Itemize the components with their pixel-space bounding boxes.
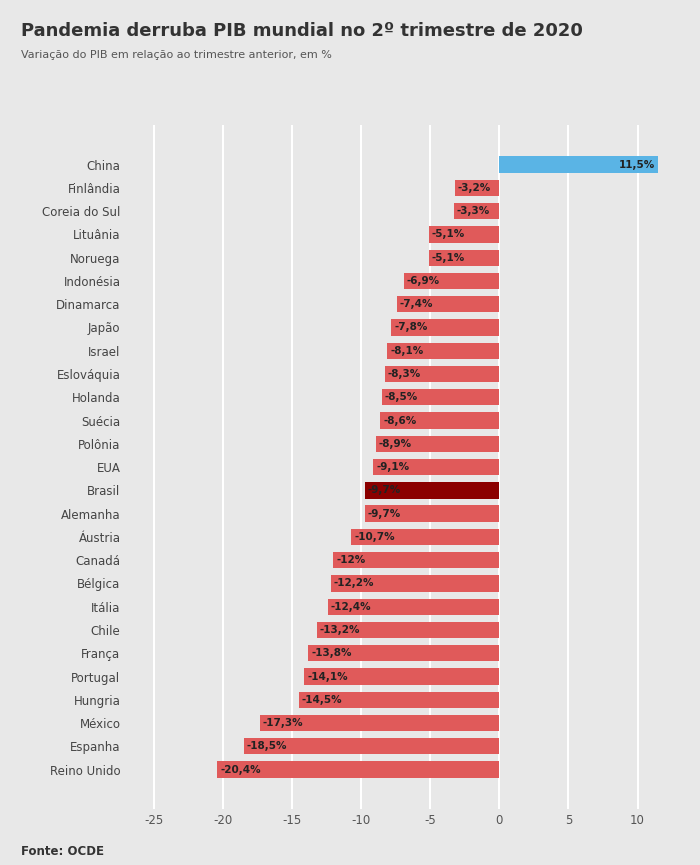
Text: -12%: -12% bbox=[336, 555, 365, 565]
Text: 11,5%: 11,5% bbox=[620, 160, 655, 170]
Bar bbox=[455, 180, 499, 196]
Bar bbox=[429, 250, 499, 266]
Text: -8,6%: -8,6% bbox=[383, 415, 416, 426]
Text: -8,3%: -8,3% bbox=[387, 369, 421, 379]
Text: -10,7%: -10,7% bbox=[354, 532, 395, 541]
Bar bbox=[328, 599, 499, 615]
Text: -7,4%: -7,4% bbox=[400, 299, 433, 309]
Text: -9,7%: -9,7% bbox=[368, 485, 401, 496]
Bar bbox=[397, 296, 499, 312]
Bar bbox=[244, 738, 499, 754]
Bar bbox=[376, 436, 499, 452]
Text: -9,7%: -9,7% bbox=[368, 509, 401, 519]
Text: -13,8%: -13,8% bbox=[312, 648, 352, 658]
Text: -5,1%: -5,1% bbox=[431, 253, 465, 263]
Text: -12,2%: -12,2% bbox=[333, 579, 374, 588]
Bar bbox=[384, 366, 499, 382]
Text: -12,4%: -12,4% bbox=[330, 602, 371, 612]
Text: -14,1%: -14,1% bbox=[307, 671, 348, 682]
Bar bbox=[382, 389, 499, 406]
Bar bbox=[299, 692, 499, 708]
Bar bbox=[304, 669, 499, 684]
Text: -17,3%: -17,3% bbox=[263, 718, 304, 728]
Text: -13,2%: -13,2% bbox=[319, 625, 360, 635]
Text: -9,1%: -9,1% bbox=[376, 462, 410, 472]
Text: Fonte: OCDE: Fonte: OCDE bbox=[21, 845, 104, 858]
Text: Pandemia derruba PIB mundial no 2º trimestre de 2020: Pandemia derruba PIB mundial no 2º trime… bbox=[21, 22, 583, 40]
Text: -8,1%: -8,1% bbox=[390, 346, 424, 356]
Bar bbox=[429, 227, 499, 242]
Bar bbox=[387, 343, 499, 359]
Text: -6,9%: -6,9% bbox=[407, 276, 440, 286]
Text: -8,9%: -8,9% bbox=[379, 439, 412, 449]
Text: -3,3%: -3,3% bbox=[456, 206, 490, 216]
Bar bbox=[260, 714, 499, 731]
Bar bbox=[309, 645, 499, 662]
Bar bbox=[499, 157, 658, 173]
Bar bbox=[317, 622, 499, 638]
Text: -20,4%: -20,4% bbox=[220, 765, 260, 774]
Bar bbox=[391, 319, 499, 336]
Bar bbox=[330, 575, 499, 592]
Text: -3,2%: -3,2% bbox=[458, 183, 491, 193]
Text: Variação do PIB em relação ao trimestre anterior, em %: Variação do PIB em relação ao trimestre … bbox=[21, 50, 332, 61]
Bar bbox=[374, 459, 499, 475]
Bar bbox=[365, 482, 499, 498]
Bar bbox=[404, 272, 499, 289]
Text: -18,5%: -18,5% bbox=[246, 741, 287, 752]
Bar bbox=[333, 552, 499, 568]
Bar bbox=[454, 203, 499, 220]
Bar bbox=[351, 529, 499, 545]
Text: -14,5%: -14,5% bbox=[302, 695, 342, 705]
Bar bbox=[365, 505, 499, 522]
Bar bbox=[380, 413, 499, 429]
Text: -5,1%: -5,1% bbox=[431, 229, 465, 240]
Text: -8,5%: -8,5% bbox=[384, 393, 418, 402]
Text: -7,8%: -7,8% bbox=[394, 323, 428, 332]
Bar bbox=[217, 761, 499, 778]
